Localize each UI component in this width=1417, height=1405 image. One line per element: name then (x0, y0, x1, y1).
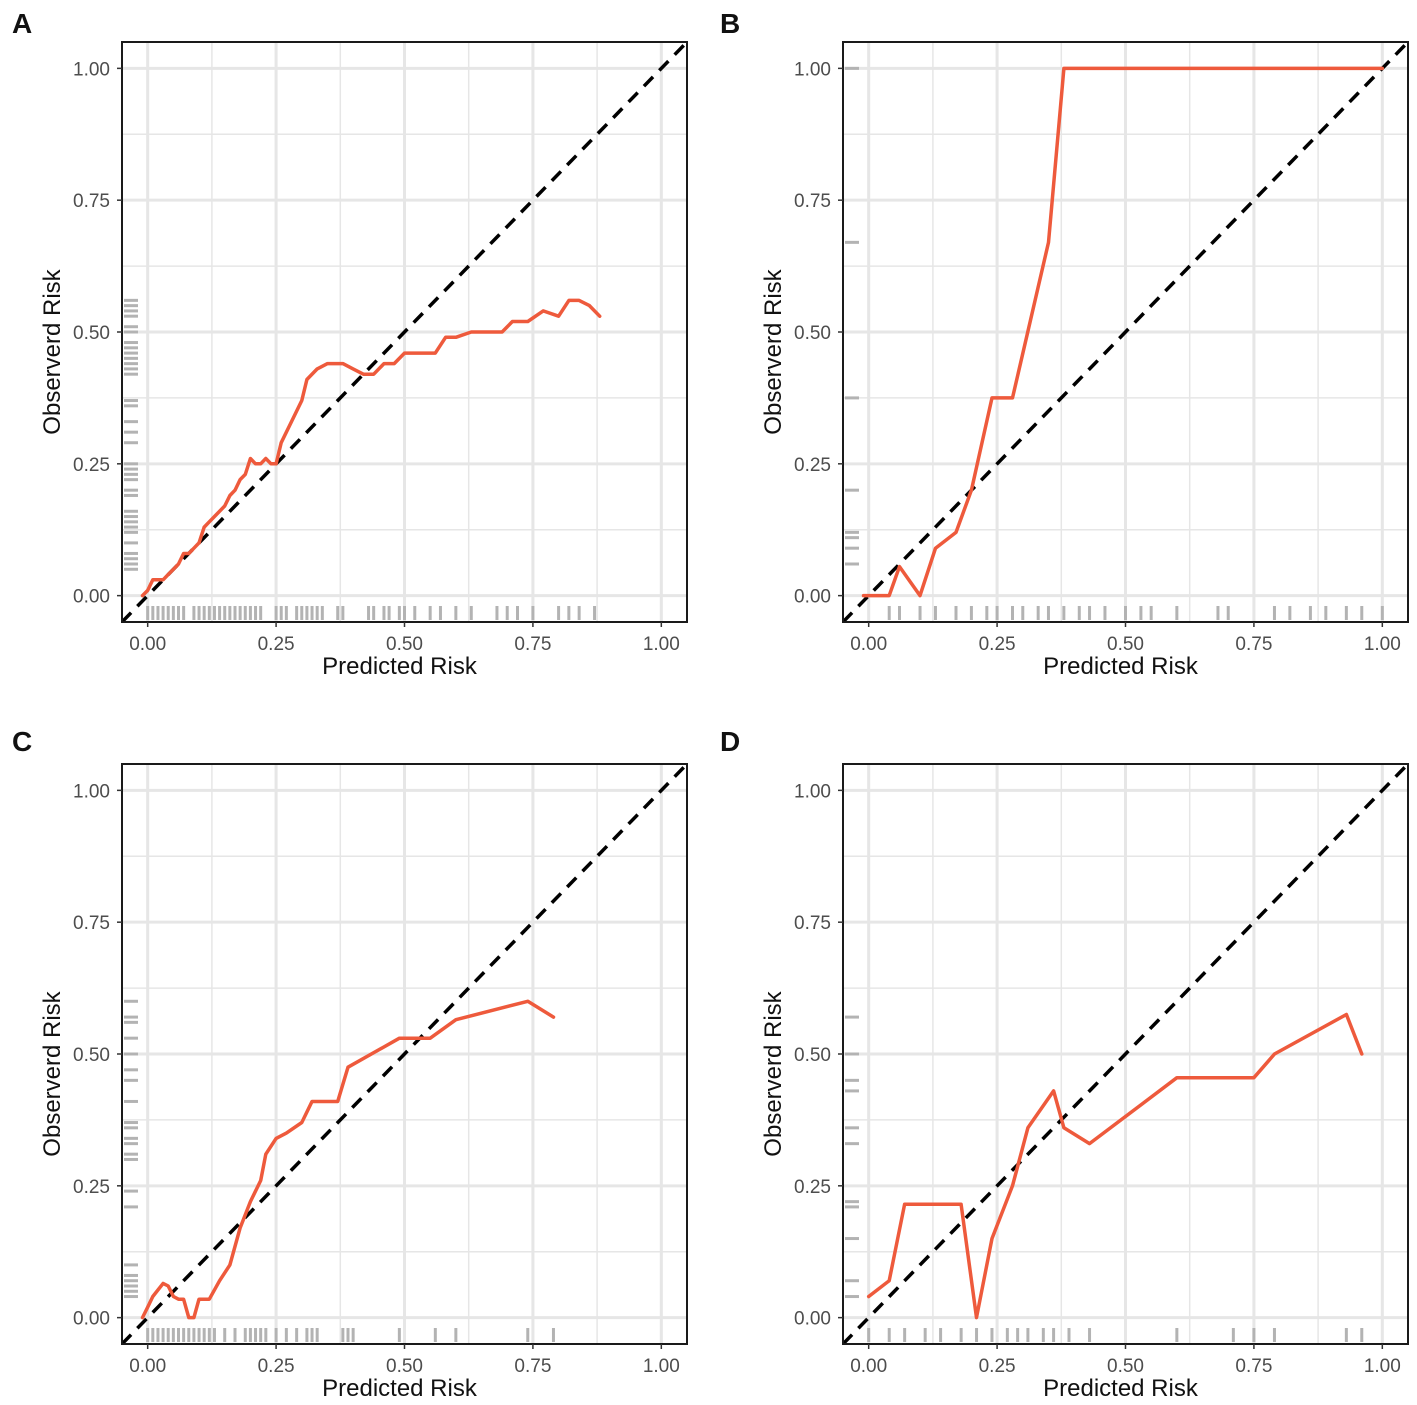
y-tick-label: 0.00 (794, 587, 831, 608)
calibration-series-line (140, 298, 602, 598)
plot-area (843, 42, 1408, 622)
panel-letter: A (12, 8, 32, 39)
y-tick-label: 1.00 (73, 59, 110, 80)
reference-diagonal-line (843, 764, 1408, 1344)
panel-letter: C (12, 726, 32, 757)
x-tick-label: 1.00 (1364, 634, 1401, 655)
y-tick-label: 1.00 (794, 781, 831, 802)
y-tick-label: 0.50 (73, 323, 110, 344)
x-tick-label: 0.75 (514, 1356, 551, 1377)
y-tick-label: 0.50 (794, 1045, 831, 1066)
x-tick-label: 0.75 (1235, 1356, 1272, 1377)
y-tick-label: 0.75 (73, 191, 110, 212)
y-tick-label: 1.00 (73, 781, 110, 802)
y-tick-label: 0.75 (73, 913, 110, 934)
x-tick-label: 0.00 (129, 1356, 166, 1377)
y-tick-label: 1.00 (794, 59, 831, 80)
calibration-panel-b: 0.00 0.25 0.50 0.75 1.00 0.00 0.25 0.50 0.75 1.00… (720, 8, 1409, 680)
plot-area (122, 42, 687, 622)
x-tick-label: 0.25 (979, 1356, 1016, 1377)
calibration-series-line (866, 1012, 1364, 1320)
x-tick-label: 1.00 (1364, 1356, 1401, 1377)
x-tick-label: 1.00 (643, 634, 680, 655)
y-tick-label: 0.00 (794, 1309, 831, 1330)
y-tick-label: 0.75 (794, 191, 831, 212)
reference-diagonal-line (843, 42, 1408, 622)
x-tick-label: 0.25 (258, 1356, 295, 1377)
calibration-panel-a: 0.00 0.25 0.50 0.75 1.00 0.00 0.25 0.50 0.75 1.00… (12, 8, 688, 680)
x-tick-label: 0.25 (979, 634, 1016, 655)
panel-letter: D (720, 726, 740, 757)
y-axis-title: Observerd Risk (39, 268, 66, 434)
y-tick-label: 0.25 (794, 455, 831, 476)
y-axis-title: Observerd Risk (760, 990, 787, 1156)
y-axis-title: Observerd Risk (760, 268, 787, 434)
plot-area (843, 764, 1408, 1344)
x-axis-title: Predicted Risk (1043, 653, 1199, 680)
y-tick-label: 0.25 (794, 1177, 831, 1198)
y-tick-label: 0.75 (794, 913, 831, 934)
x-tick-label: 0.00 (129, 634, 166, 655)
x-tick-label: 0.50 (386, 1356, 423, 1377)
reference-diagonal-line (122, 764, 687, 1344)
calibration-panel-d: 0.00 0.25 0.50 0.75 1.00 0.00 0.25 0.50 0.75 1.00… (720, 726, 1409, 1402)
x-tick-label: 0.50 (1107, 634, 1144, 655)
y-tick-label: 0.00 (73, 1309, 110, 1330)
calibration-panel-c: 0.00 0.25 0.50 0.75 1.00 0.00 0.25 0.50 0.75 1.00… (12, 726, 688, 1402)
y-tick-label: 0.25 (73, 1177, 110, 1198)
x-axis-title: Predicted Risk (322, 1375, 478, 1402)
x-tick-label: 0.50 (1107, 1356, 1144, 1377)
reference-diagonal-line (122, 42, 687, 622)
x-tick-label: 0.75 (514, 634, 551, 655)
y-axis-title: Observerd Risk (39, 990, 66, 1156)
plot-area (122, 764, 687, 1344)
x-tick-label: 1.00 (643, 1356, 680, 1377)
x-axis-title: Predicted Risk (322, 653, 478, 680)
y-tick-label: 0.00 (73, 587, 110, 608)
x-tick-label: 0.25 (258, 634, 295, 655)
calibration-series-line (861, 66, 1385, 598)
x-tick-label: 0.75 (1235, 634, 1272, 655)
x-tick-label: 0.00 (850, 1356, 887, 1377)
x-axis-title: Predicted Risk (1043, 1375, 1199, 1402)
x-tick-label: 0.00 (850, 634, 887, 655)
panel-letter: B (720, 8, 740, 39)
y-tick-label: 0.50 (73, 1045, 110, 1066)
calibration-series-line (140, 999, 556, 1320)
y-tick-label: 0.25 (73, 455, 110, 476)
x-tick-label: 0.50 (386, 634, 423, 655)
y-tick-label: 0.50 (794, 323, 831, 344)
